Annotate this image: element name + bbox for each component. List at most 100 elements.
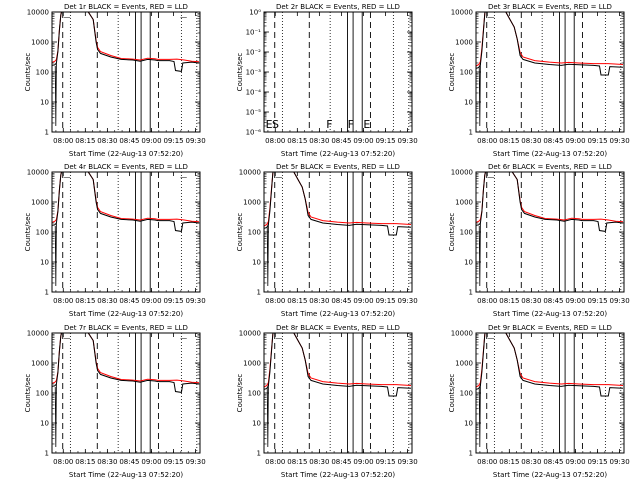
x-tick-label: 08:15: [287, 297, 307, 305]
y-tick-label: 10⁻³: [246, 69, 262, 77]
y-tick-label: 100: [36, 229, 49, 237]
panel-det-2: Det 2r BLACK = Events, RED = LLD Start Ti…: [236, 3, 418, 158]
series-events-line: [476, 12, 624, 76]
segment-label: F: [348, 118, 354, 131]
y-axis-label: Counts/sec: [448, 213, 456, 252]
x-tick-label: 09:15: [163, 137, 183, 145]
plot-area: [274, 12, 410, 132]
x-tick-label: 08:00: [477, 137, 497, 145]
corner-label: —: [275, 173, 282, 181]
x-axis-label: Start Time (22-Aug-13 07:52:20): [493, 310, 607, 318]
x-tick-label: 09:15: [163, 297, 183, 305]
x-tick-label: 08:30: [521, 137, 541, 145]
corner-label: —: [487, 173, 494, 181]
x-tick-label: 08:45: [543, 137, 563, 145]
series-events-line: [52, 333, 200, 393]
x-tick-label: 08:00: [265, 137, 285, 145]
x-tick-label: 08:45: [331, 458, 351, 466]
x-tick-label: 09:30: [185, 137, 205, 145]
series-events-line: [264, 333, 412, 397]
y-tick-label: 10⁰: [249, 9, 261, 17]
x-tick-label: 09:00: [565, 458, 585, 466]
y-tick-label: 10: [40, 259, 49, 267]
y-axis-label: Counts/sec: [24, 53, 32, 92]
y-tick-label: 1000: [243, 199, 261, 207]
chart-title: Det 9r BLACK = Events, RED = LLD: [488, 324, 612, 332]
plot-frame: [475, 171, 625, 293]
y-tick-label: 100: [460, 390, 473, 398]
series-events-line: [264, 172, 412, 236]
x-tick-label: 08:15: [499, 458, 519, 466]
chart-title: Det 2r BLACK = Events, RED = LLD: [276, 3, 400, 11]
x-tick-label: 09:30: [185, 458, 205, 466]
x-tick-label: 08:15: [499, 137, 519, 145]
x-tick-label: 08:45: [119, 458, 139, 466]
y-tick-label: 10000: [451, 169, 473, 177]
y-tick-label: 10⁻⁶: [246, 129, 262, 137]
plot-frame: [263, 11, 413, 133]
y-tick-label: 10000: [27, 169, 49, 177]
y-tick-label: 100: [248, 390, 261, 398]
x-axis-label: Start Time (22-Aug-13 07:52:20): [281, 150, 395, 158]
panel-det-9: Det 9r BLACK = Events, RED = LLD Start Ti…: [448, 324, 630, 479]
y-axis-label: Counts/sec: [236, 213, 244, 252]
x-axis-label: Start Time (22-Aug-13 07:52:20): [281, 310, 395, 318]
x-tick-label: 09:15: [375, 137, 395, 145]
x-tick-label: 09:00: [353, 297, 373, 305]
y-tick-label: 1000: [455, 360, 473, 368]
series-events-dip: [478, 222, 481, 287]
x-tick-label: 09:15: [587, 297, 607, 305]
x-tick-label: 09:00: [141, 297, 161, 305]
y-tick-label: 100: [36, 69, 49, 77]
chart-title: Det 4r BLACK = Events, RED = LLD: [64, 163, 188, 171]
corner-label: —: [63, 173, 70, 181]
series-events-line: [52, 172, 200, 232]
x-tick-label: 09:00: [565, 137, 585, 145]
x-axis-label: Start Time (22-Aug-13 07:52:20): [69, 310, 183, 318]
series-events-dip: [266, 383, 269, 448]
x-tick-label: 08:00: [477, 297, 497, 305]
x-axis-label: Start Time (22-Aug-13 07:52:20): [69, 150, 183, 158]
corner-label: —: [63, 13, 70, 21]
y-tick-label: 10: [252, 420, 261, 428]
y-tick-label: 1: [469, 129, 473, 137]
x-tick-label: 09:15: [587, 458, 607, 466]
y-tick-label: 10: [464, 259, 473, 267]
x-tick-label: 09:15: [587, 137, 607, 145]
chart-title: Det 7r BLACK = Events, RED = LLD: [64, 324, 188, 332]
y-tick-label: 10000: [451, 330, 473, 338]
y-tick-label: 10⁻²: [246, 49, 262, 57]
series-events-dip: [54, 383, 57, 448]
panel-det-3: Det 3r BLACK = Events, RED = LLD Start Ti…: [448, 3, 630, 158]
corner-label: —: [180, 13, 187, 21]
series-events-dip: [54, 222, 57, 287]
chart-title: Det 8r BLACK = Events, RED = LLD: [276, 324, 400, 332]
chart-title: Det 6r BLACK = Events, RED = LLD: [488, 163, 612, 171]
plot-area: [52, 333, 200, 453]
x-tick-label: 08:30: [309, 458, 329, 466]
x-tick-label: 08:30: [97, 297, 117, 305]
x-tick-label: 08:30: [521, 458, 541, 466]
corner-label: —: [63, 334, 70, 342]
y-tick-label: 10000: [27, 9, 49, 17]
y-tick-label: 10⁻⁴: [246, 89, 262, 97]
y-axis-label: Counts/sec: [236, 374, 244, 413]
y-tick-label: 100: [248, 229, 261, 237]
series-events-line: [476, 172, 624, 232]
x-tick-label: 09:30: [185, 297, 205, 305]
y-axis-label: Counts/sec: [236, 53, 244, 92]
series-events-dip: [478, 383, 481, 448]
x-tick-label: 08:15: [75, 297, 95, 305]
x-tick-label: 08:00: [53, 458, 73, 466]
plot-area: [476, 12, 624, 132]
panel-det-6: Det 6r BLACK = Events, RED = LLD Start Ti…: [448, 163, 630, 318]
x-tick-label: 09:30: [609, 458, 629, 466]
x-tick-label: 08:30: [521, 297, 541, 305]
y-tick-label: 1: [257, 450, 261, 458]
y-tick-label: 10⁻⁵: [246, 109, 262, 117]
x-axis-label: Start Time (22-Aug-13 07:52:20): [69, 471, 183, 479]
plot-area: [52, 172, 200, 292]
y-axis-label: Counts/sec: [24, 374, 32, 413]
x-tick-label: 08:45: [331, 297, 351, 305]
plot-area: [264, 172, 412, 292]
